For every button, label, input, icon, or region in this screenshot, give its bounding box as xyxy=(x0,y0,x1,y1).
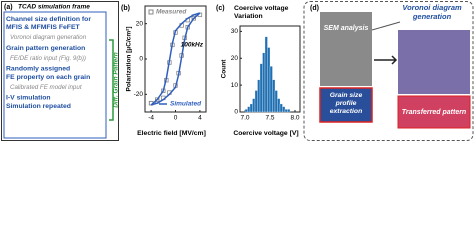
y-axis-label: Polarization [μC/cm²] xyxy=(126,26,133,91)
flow-step: FE/DE ratio input (Fig. 9(b)) xyxy=(10,55,86,62)
x-tick-label: -4 xyxy=(148,115,154,122)
sem-label: SEM analysis xyxy=(324,25,369,32)
y-tick-label: -20 xyxy=(134,91,144,98)
voronoi-label: Voronoi diagram xyxy=(402,3,462,12)
flow-step: Voronoi diagram generation xyxy=(10,34,87,41)
panel-label: (b) xyxy=(121,5,130,12)
plot-frame xyxy=(144,5,207,113)
flow-step: MFIS & MFMFIS FeFET xyxy=(6,24,80,31)
y-tick-label: 20 xyxy=(136,20,144,27)
arrow xyxy=(371,21,401,31)
bar xyxy=(267,47,271,113)
sem-image xyxy=(320,12,372,86)
flow-step: FE property on each grain xyxy=(6,74,90,81)
bar xyxy=(252,98,256,113)
bar xyxy=(284,109,288,113)
y-tick-label: 30 xyxy=(231,28,239,35)
bar xyxy=(259,63,263,113)
flow-step: I-V simulation xyxy=(6,95,51,102)
legend-marker xyxy=(148,9,154,15)
legend-label: Measured xyxy=(156,9,187,16)
side-label: Diff. Grain Pattern xyxy=(113,52,120,108)
voronoi-label: generation xyxy=(412,12,452,21)
extract-label: profile xyxy=(335,100,357,107)
bar xyxy=(257,79,261,113)
y-tick-label: 0 xyxy=(139,56,143,63)
data-point xyxy=(154,97,160,102)
bar xyxy=(272,79,276,113)
bar xyxy=(262,52,266,113)
chart-title: Variation xyxy=(234,13,263,20)
x-axis-label: Coercive voltage [V] xyxy=(233,130,298,137)
panel-d-frame xyxy=(303,1,474,141)
transferred-image xyxy=(397,95,471,129)
bar xyxy=(244,109,248,113)
x-tick-label: 8.0 xyxy=(290,115,299,122)
loop-arrow xyxy=(109,39,114,121)
extract-label: Grain size xyxy=(330,92,363,99)
annotation: 100kHz xyxy=(181,42,204,49)
x-tick-label: 0 xyxy=(174,115,178,122)
transferred-label: Transferred pattern xyxy=(402,109,466,116)
chart-title: Coercive voltage xyxy=(234,5,289,12)
panel-label: (a) xyxy=(4,4,13,11)
x-tick-label: 7.5 xyxy=(265,115,274,122)
x-tick-label: 7.0 xyxy=(240,115,249,122)
flow-step: Simulation repeated xyxy=(6,103,71,110)
y-tick-label: 0 xyxy=(234,109,238,116)
bar xyxy=(249,103,253,113)
figure: (a) TCAD simulation frame Channel size def… xyxy=(1,1,474,141)
bar xyxy=(264,36,268,113)
bar xyxy=(287,109,291,113)
data-line xyxy=(150,12,201,106)
x-tick-label: 4 xyxy=(198,115,202,122)
x-axis-label: Electric field [MV/cm] xyxy=(137,130,206,137)
flow-frame xyxy=(1,1,119,141)
extract-box xyxy=(319,87,373,123)
flow-step: Calibrated FE model input xyxy=(10,84,82,91)
bar xyxy=(247,106,251,113)
bar xyxy=(282,106,286,113)
panel-label: (c) xyxy=(216,5,225,12)
y-axis-label: Count xyxy=(221,59,228,79)
flow-step: Channel size definition for xyxy=(6,16,91,23)
voronoi-image xyxy=(398,30,470,94)
flow-header: TCAD simulation frame xyxy=(18,4,90,11)
bar xyxy=(274,90,278,113)
legend-label: Simulated xyxy=(170,101,202,108)
panel-label: (d) xyxy=(310,5,319,12)
extract-label: extraction xyxy=(330,108,362,115)
y-tick-label: 20 xyxy=(231,55,239,62)
flow-step: Randomly assigned xyxy=(6,66,70,73)
bar xyxy=(269,66,273,113)
flow-inner xyxy=(3,11,107,139)
bar xyxy=(254,90,258,113)
bar xyxy=(277,98,281,113)
y-tick-label: 10 xyxy=(231,82,239,89)
flow-step: Grain pattern generation xyxy=(6,45,85,52)
arrow xyxy=(374,55,398,65)
bar xyxy=(279,103,283,113)
